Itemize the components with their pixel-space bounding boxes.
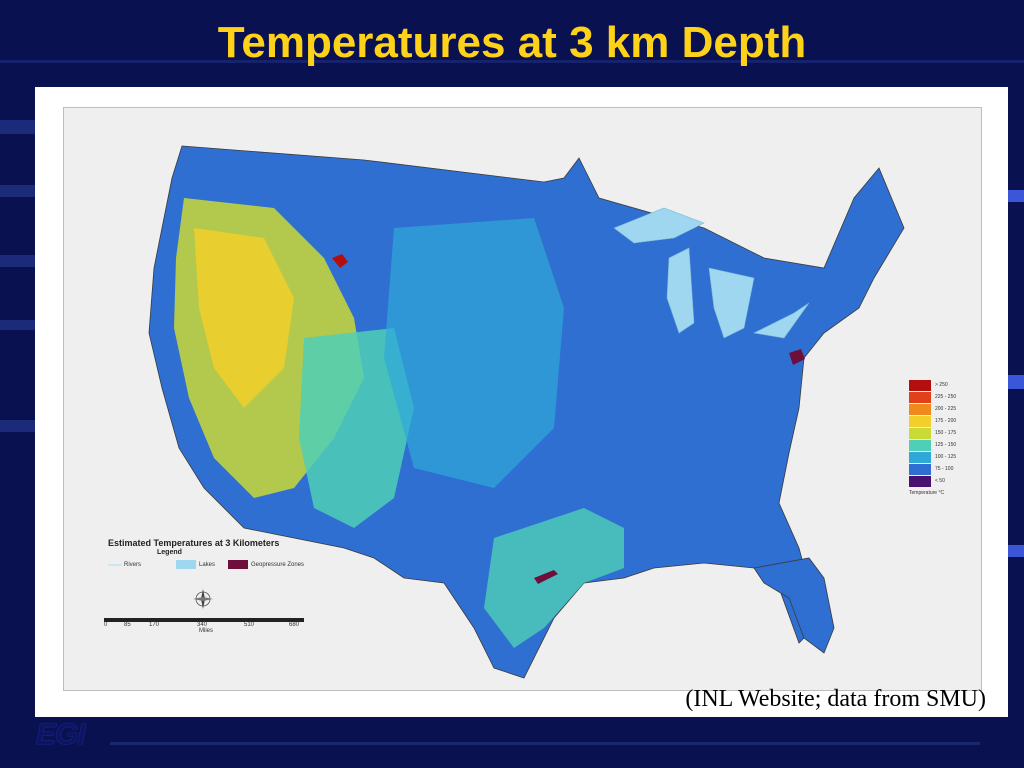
temp-swatch-5	[909, 428, 931, 439]
north-arrow-icon	[193, 589, 213, 609]
temp-label-4: 175 - 200	[935, 418, 957, 424]
temp-swatch-7	[909, 452, 931, 463]
slide-title: Temperatures at 3 km Depth	[217, 18, 807, 67]
temp-label-5: 150 - 175	[935, 430, 957, 436]
scale-tick-1: 85	[124, 622, 131, 628]
scale-tick-4: 510	[244, 622, 255, 628]
temp-swatch-3	[909, 404, 931, 415]
temp-swatch-6	[909, 440, 931, 451]
geopressure-swatch	[228, 560, 248, 569]
temperature-legend: > 250 225 - 250 200 - 225 175 - 200 150 …	[909, 380, 956, 496]
temp-unit: Temperature °C	[909, 490, 945, 496]
us-temperature-map	[148, 145, 905, 679]
temp-swatch-8	[909, 464, 931, 475]
great-lakes	[613, 207, 810, 339]
legend-geopressure: Geopressure Zones	[251, 562, 305, 568]
rockies-zone	[299, 328, 414, 528]
temp-label-6: 125 - 150	[935, 442, 957, 448]
temp-label-2: 225 - 250	[935, 394, 957, 400]
legend-lakes: Lakes	[199, 562, 216, 568]
temp-swatch-9	[909, 476, 931, 487]
scale-tick-0: 0	[104, 622, 108, 628]
footer-line	[110, 742, 980, 745]
temp-swatch-2	[909, 392, 931, 403]
map-frame: Estimated Temperatures at 3 Kilometers L…	[63, 107, 982, 691]
caption: (INL Website; data from SMU)	[685, 686, 986, 712]
temp-label-9: < 50	[935, 478, 945, 484]
yellowstone-hotspot	[332, 254, 348, 268]
scale-tick-2: 170	[149, 622, 160, 628]
map-panel: Estimated Temperatures at 3 Kilometers L…	[35, 87, 1008, 717]
geopressure-zone-east	[789, 349, 805, 365]
scale-bar	[104, 618, 304, 622]
geopressure-zone-gulf	[534, 570, 558, 584]
west-orange-zone	[194, 228, 294, 408]
scale-tick-5: 680	[289, 622, 300, 628]
legend-swatches	[108, 560, 248, 569]
temp-label-3: 200 - 225	[935, 406, 957, 412]
temp-label-7: 100 - 125	[935, 454, 957, 460]
florida	[753, 557, 835, 654]
plains-zone	[384, 218, 564, 488]
scale-tick-3: 340	[197, 622, 208, 628]
gulf-zone	[484, 508, 624, 648]
temp-swatch-1	[909, 380, 931, 391]
legend-rivers: Rivers	[124, 562, 142, 568]
egi-logo: EGI	[36, 718, 86, 751]
lakes-swatch	[176, 560, 196, 569]
map-title: Estimated Temperatures at 3 Kilometers	[108, 538, 280, 548]
temp-swatch-4	[909, 416, 931, 427]
temp-label-1: > 250	[935, 382, 948, 388]
legend-heading: Legend	[157, 549, 182, 556]
scale-label: Miles	[199, 628, 214, 634]
temp-label-8: 75 - 100	[935, 466, 954, 472]
